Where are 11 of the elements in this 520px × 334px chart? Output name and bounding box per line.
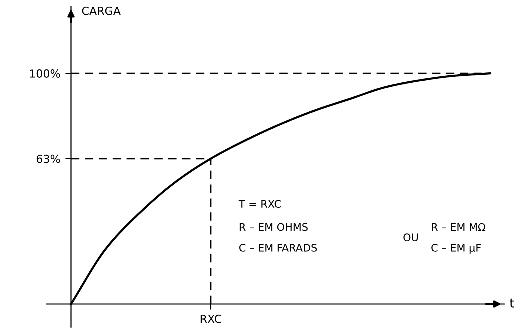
annotation: C – EM µF bbox=[432, 244, 482, 254]
y-tick-label: 63% bbox=[36, 154, 60, 164]
y-tick-label: 100% bbox=[30, 70, 60, 78]
x-axis-title: t bbox=[510, 298, 514, 308]
annotation: OU bbox=[404, 234, 418, 242]
annotation: T = RXC bbox=[238, 200, 281, 208]
annotation: R – EM MΩ bbox=[432, 223, 486, 232]
y-axis-title: CARGA bbox=[82, 6, 121, 16]
annotation: R – EM OHMS bbox=[240, 223, 308, 232]
x-tick-label: RXC bbox=[200, 314, 222, 324]
annotation: C – EM FARADS bbox=[240, 244, 318, 252]
